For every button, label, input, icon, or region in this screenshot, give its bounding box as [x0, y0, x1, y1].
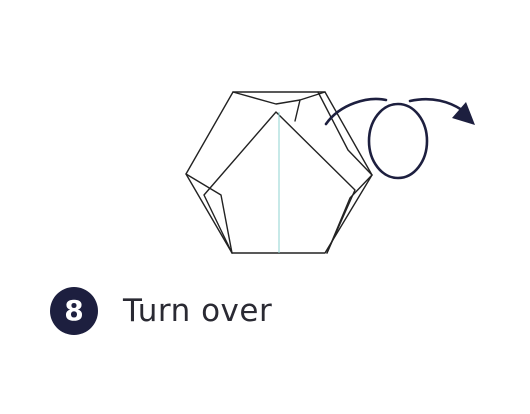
step-number-badge: 8: [50, 287, 98, 335]
right-upper-flap: [317, 91, 373, 176]
step-instruction-text: Turn over: [123, 292, 273, 329]
inner-pentagon: [203, 111, 356, 254]
right-flap: [326, 174, 373, 254]
folded-paper-model: [185, 91, 373, 254]
top-flap: [232, 91, 326, 105]
left-flap: [185, 173, 233, 254]
step-instruction-row: 8 Turn over: [50, 287, 273, 335]
turn-over-arrow-icon: [324, 97, 464, 180]
top-flap-fold: [294, 99, 301, 122]
arrow-head: [452, 102, 475, 125]
